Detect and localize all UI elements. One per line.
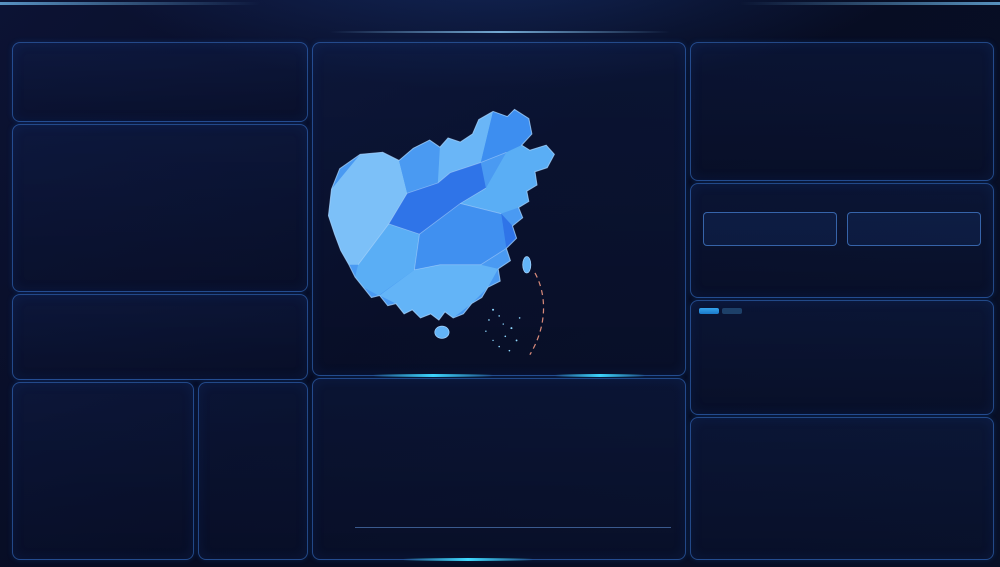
stat-certificates [928,254,985,268]
china-outline [327,108,555,321]
satisfaction-center [62,463,152,465]
stat-admin-power [756,254,813,268]
panel-online-top5 [12,294,308,380]
stat-departments [699,254,756,268]
satisfaction-donut-svg [13,383,193,559]
header-decor-right [740,2,1000,5]
rose-chart-svg [13,143,307,289]
radar-chart [691,47,931,181]
header-decor-left [0,2,260,5]
panel-star-ranking-small [198,382,308,560]
enterprise-users-card [703,212,837,246]
panel-satisfaction [12,382,194,560]
panel-business-map [312,42,686,377]
table-tabs [699,308,742,314]
taiwan-island [522,256,532,274]
panel-dept-capability [312,378,686,561]
rose-chart [13,125,307,291]
sea-boundary-dashes [529,272,545,356]
panel-overview [690,183,994,298]
island-dots [485,308,521,352]
panel-total-count [12,42,308,122]
panel-bottom-decor [555,374,645,377]
panel-bottom-decor [403,558,533,561]
panel-item-types [12,124,308,292]
stat-time-compression [871,254,928,268]
dept-bar-chart [355,435,671,528]
header [0,0,1000,38]
overview-stats [699,254,985,268]
tab-monthly-top5[interactable] [699,308,719,314]
overview-cards [703,212,981,246]
map-star-ranking [575,65,677,74]
hainan-island [434,325,450,339]
panel-reduction-gauges [690,417,994,560]
tab-total-top5[interactable] [722,308,742,314]
personal-users-card [847,212,981,246]
panel-capability-trend [690,42,994,181]
header-underline [330,31,670,33]
panel-top5-table [690,300,994,415]
stat-applications [813,254,870,268]
china-map [327,108,555,356]
panel-bottom-decor [373,374,493,377]
